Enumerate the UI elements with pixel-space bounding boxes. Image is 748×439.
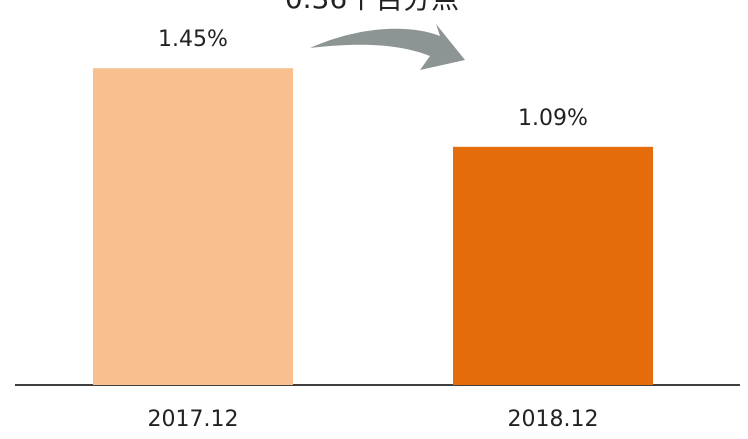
x-tick-label: 2018.12 <box>508 407 599 432</box>
value-label: 1.45% <box>158 27 228 52</box>
value-label: 1.09% <box>518 106 588 131</box>
bar <box>93 68 293 386</box>
x-tick-label: 2017.12 <box>148 407 239 432</box>
annotation: 0.36个百分点 <box>285 0 459 15</box>
arrow <box>310 24 465 70</box>
bar <box>453 146 653 385</box>
